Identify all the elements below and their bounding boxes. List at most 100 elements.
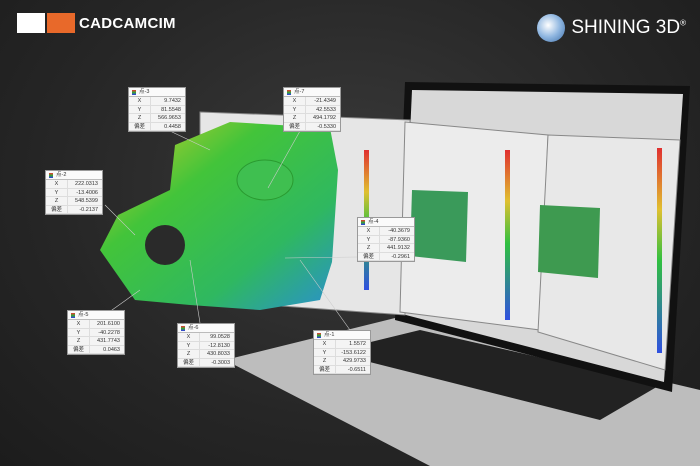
row-label: Y [314, 348, 336, 356]
color-bar-2 [505, 150, 510, 320]
callout-title: 点-4 [358, 218, 414, 227]
globe-icon [537, 14, 566, 42]
callout-row-dev: 偏差 -0.3003 [178, 358, 234, 367]
row-value: 99.0528 [210, 334, 230, 340]
callout-row-y: Y -13.4006 [46, 188, 102, 197]
logo-mark-icon [17, 13, 75, 33]
cadcamcim-brand: CADCAMCIM [79, 14, 176, 32]
row-label: 偏差 [178, 358, 200, 366]
scan-preview-2 [410, 190, 468, 262]
shining3d-logo: SHINING 3D® [537, 14, 686, 42]
callout-row-x: X -40.3679 [358, 227, 414, 236]
callout-title: 点-7 [284, 88, 340, 97]
callout-row-x: X 9.7432 [129, 97, 185, 106]
point-callout: 点-7 X -21.4349 Y 42.5533 Z 494.1792 偏差 -0.5330 [283, 87, 341, 132]
callout-title: 点-1 [314, 331, 370, 340]
callout-row-z: Z 566.9653 [129, 114, 185, 123]
row-value: -40.3679 [388, 228, 410, 234]
registered-mark: ® [680, 18, 686, 28]
callout-title: 点-3 [129, 88, 185, 97]
color-bar-3 [657, 148, 662, 353]
callout-title: 点-2 [46, 171, 102, 180]
callout-row-y: Y -12.8130 [178, 341, 234, 350]
callout-row-z: Z 429.9733 [314, 357, 370, 366]
callout-row-y: Y -153.6122 [314, 348, 370, 357]
callout-row-y: Y 81.5548 [129, 105, 185, 114]
callout-title: 点-5 [68, 311, 124, 320]
row-value: 566.9653 [158, 115, 181, 121]
callout-row-dev: 偏差 -0.2961 [358, 252, 414, 261]
callout-row-dev: 偏差 -0.6511 [314, 365, 370, 374]
row-value: 1.5572 [349, 341, 366, 347]
row-label: Z [129, 114, 151, 122]
row-value: -0.2137 [79, 206, 98, 213]
row-label: Y [68, 328, 90, 336]
callout-row-dev: 偏差 -0.5330 [284, 122, 340, 131]
row-label: X [314, 340, 336, 348]
row-label: 偏差 [284, 122, 306, 130]
row-value: -12.8130 [208, 342, 230, 349]
callout-row-x: X -21.4349 [284, 97, 340, 106]
callout-row-z: Z 430.8033 [178, 350, 234, 359]
row-label: X [46, 180, 68, 188]
callout-row-z: Z 548.5399 [46, 197, 102, 206]
row-label: Z [314, 357, 336, 365]
callout-row-x: X 1.5572 [314, 340, 370, 349]
row-value: -0.6511 [347, 366, 366, 373]
point-callout: 点-5 X 201.6100 Y -40.2278 Z 431.7743 偏差 0.0463 [67, 310, 125, 355]
row-value: 494.1792 [313, 115, 336, 121]
callout-row-z: Z 441.9132 [358, 244, 414, 253]
part-boss [236, 159, 294, 201]
callout-row-dev: 偏差 0.4458 [129, 122, 185, 131]
point-callout: 点-6 X 99.0528 Y -12.8130 Z 430.8033 偏差 -0.3003 [177, 323, 235, 368]
callout-row-y: Y 42.5533 [284, 105, 340, 114]
point-callout: 点-3 X 9.7432 Y 81.5548 Z 566.9653 偏差 0.4458 [128, 87, 186, 132]
row-label: Z [358, 244, 380, 252]
row-value: 201.6100 [97, 321, 120, 327]
callout-row-y: Y -40.2278 [68, 328, 124, 337]
shining3d-brand: SHINING 3D [571, 17, 681, 38]
row-label: Y [358, 235, 380, 243]
callout-row-x: X 201.6100 [68, 320, 124, 329]
row-label: 偏差 [68, 345, 90, 353]
row-value: 0.4458 [164, 123, 181, 130]
point-callout: 点-4 X -40.3679 Y -87.9360 Z 441.9132 偏差 -0.2961 [357, 217, 415, 262]
row-label: Z [46, 197, 68, 205]
row-label: X [129, 97, 151, 105]
row-label: Z [68, 337, 90, 345]
row-value: 441.9132 [387, 245, 410, 251]
row-value: -40.2278 [98, 329, 120, 336]
point-callout: 点-1 X 1.5572 Y -153.6122 Z 429.9733 偏差 -0.6511 [313, 330, 371, 375]
row-value: -13.4006 [76, 189, 98, 196]
casting-part-3d-model [100, 122, 338, 310]
row-value: 548.5399 [75, 198, 98, 204]
row-label: Y [284, 105, 306, 113]
callout-row-x: X 222.0313 [46, 180, 102, 189]
row-label: 偏差 [358, 252, 380, 260]
callout-row-dev: 偏差 0.0463 [68, 345, 124, 354]
callout-title: 点-6 [178, 324, 234, 333]
row-label: Y [129, 105, 151, 113]
row-label: 偏差 [314, 365, 336, 373]
row-value: -21.4349 [314, 98, 336, 104]
row-value: -87.9360 [388, 236, 410, 243]
row-value: -0.3003 [211, 359, 230, 366]
row-value: -0.5330 [317, 123, 336, 130]
callout-row-z: Z 431.7743 [68, 337, 124, 346]
cadcamcim-logo: CADCAMCIM [17, 13, 176, 33]
row-value: 431.7743 [97, 338, 120, 344]
row-value: 429.9733 [343, 358, 366, 364]
row-label: 偏差 [46, 205, 68, 213]
row-label: Z [284, 114, 306, 122]
part-bore [145, 225, 185, 265]
row-value: 42.5533 [316, 106, 336, 113]
point-callout: 点-2 X 222.0313 Y -13.4006 Z 548.5399 偏差 -0.2137 [45, 170, 103, 215]
row-value: 9.7432 [164, 98, 181, 104]
row-value: 81.5548 [161, 106, 181, 113]
row-label: X [358, 227, 380, 235]
scan-preview-3 [538, 205, 600, 278]
row-value: -0.2961 [391, 253, 410, 260]
row-value: 430.8033 [207, 351, 230, 357]
callout-row-y: Y -87.9360 [358, 235, 414, 244]
